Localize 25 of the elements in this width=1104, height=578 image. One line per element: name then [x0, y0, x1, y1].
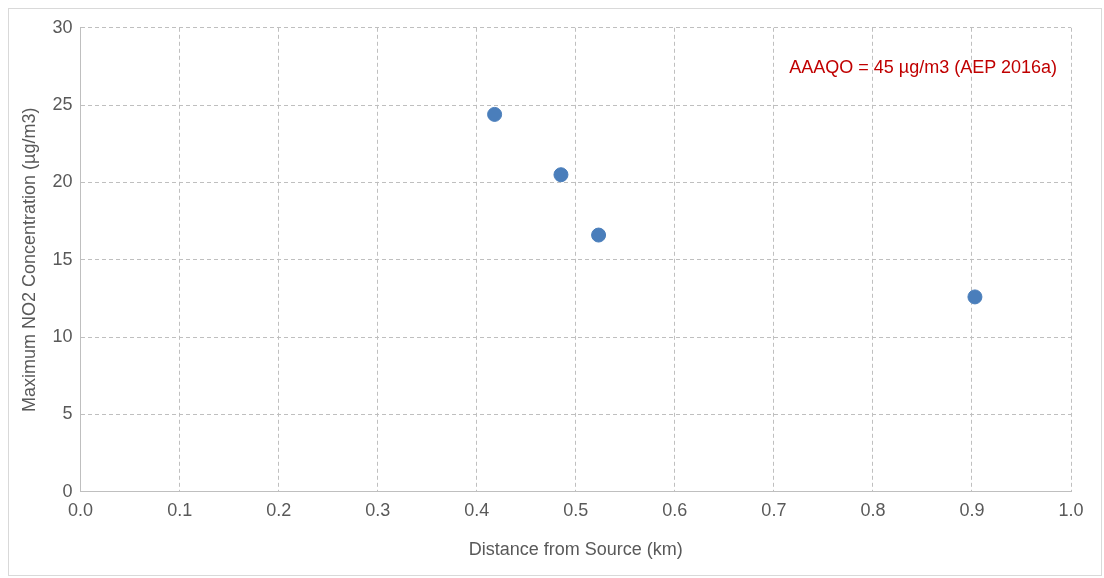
x-tick-label: 0.7 — [761, 499, 787, 520]
y-tick-label: 25 — [52, 94, 73, 115]
y-tick-label: 5 — [62, 403, 73, 424]
x-tick-label: 0.3 — [365, 499, 391, 520]
point — [591, 227, 607, 243]
annotation: AAAQO = 45 µg/m3 (AEP 2016a) — [789, 56, 1057, 77]
x-tick-label: 0.6 — [662, 499, 688, 520]
y-axis-title: Maximum NO2 Concentration (µg/m3) — [18, 107, 39, 413]
y-tick-label: 30 — [52, 16, 73, 37]
x-tick-label: 0.8 — [860, 499, 886, 520]
y-tick-label: 10 — [52, 326, 73, 347]
x-tick-label: 0.1 — [167, 499, 193, 520]
y-tick-label: 15 — [52, 248, 73, 269]
x-tick-label: 0.5 — [563, 499, 589, 520]
point — [967, 289, 983, 305]
x-tick-label: 1.0 — [1058, 499, 1084, 520]
point — [553, 167, 569, 183]
x-tick-label: 0.2 — [266, 499, 292, 520]
x-tick-label: 0.9 — [959, 499, 985, 520]
point — [487, 106, 503, 122]
y-tick-label: 0 — [62, 480, 73, 501]
x-tick-label: 0.4 — [464, 499, 490, 520]
y-tick-label: 20 — [52, 171, 73, 192]
x-axis-title: Distance from Source (km) — [468, 539, 683, 560]
x-tick-label: 0.0 — [68, 499, 94, 520]
